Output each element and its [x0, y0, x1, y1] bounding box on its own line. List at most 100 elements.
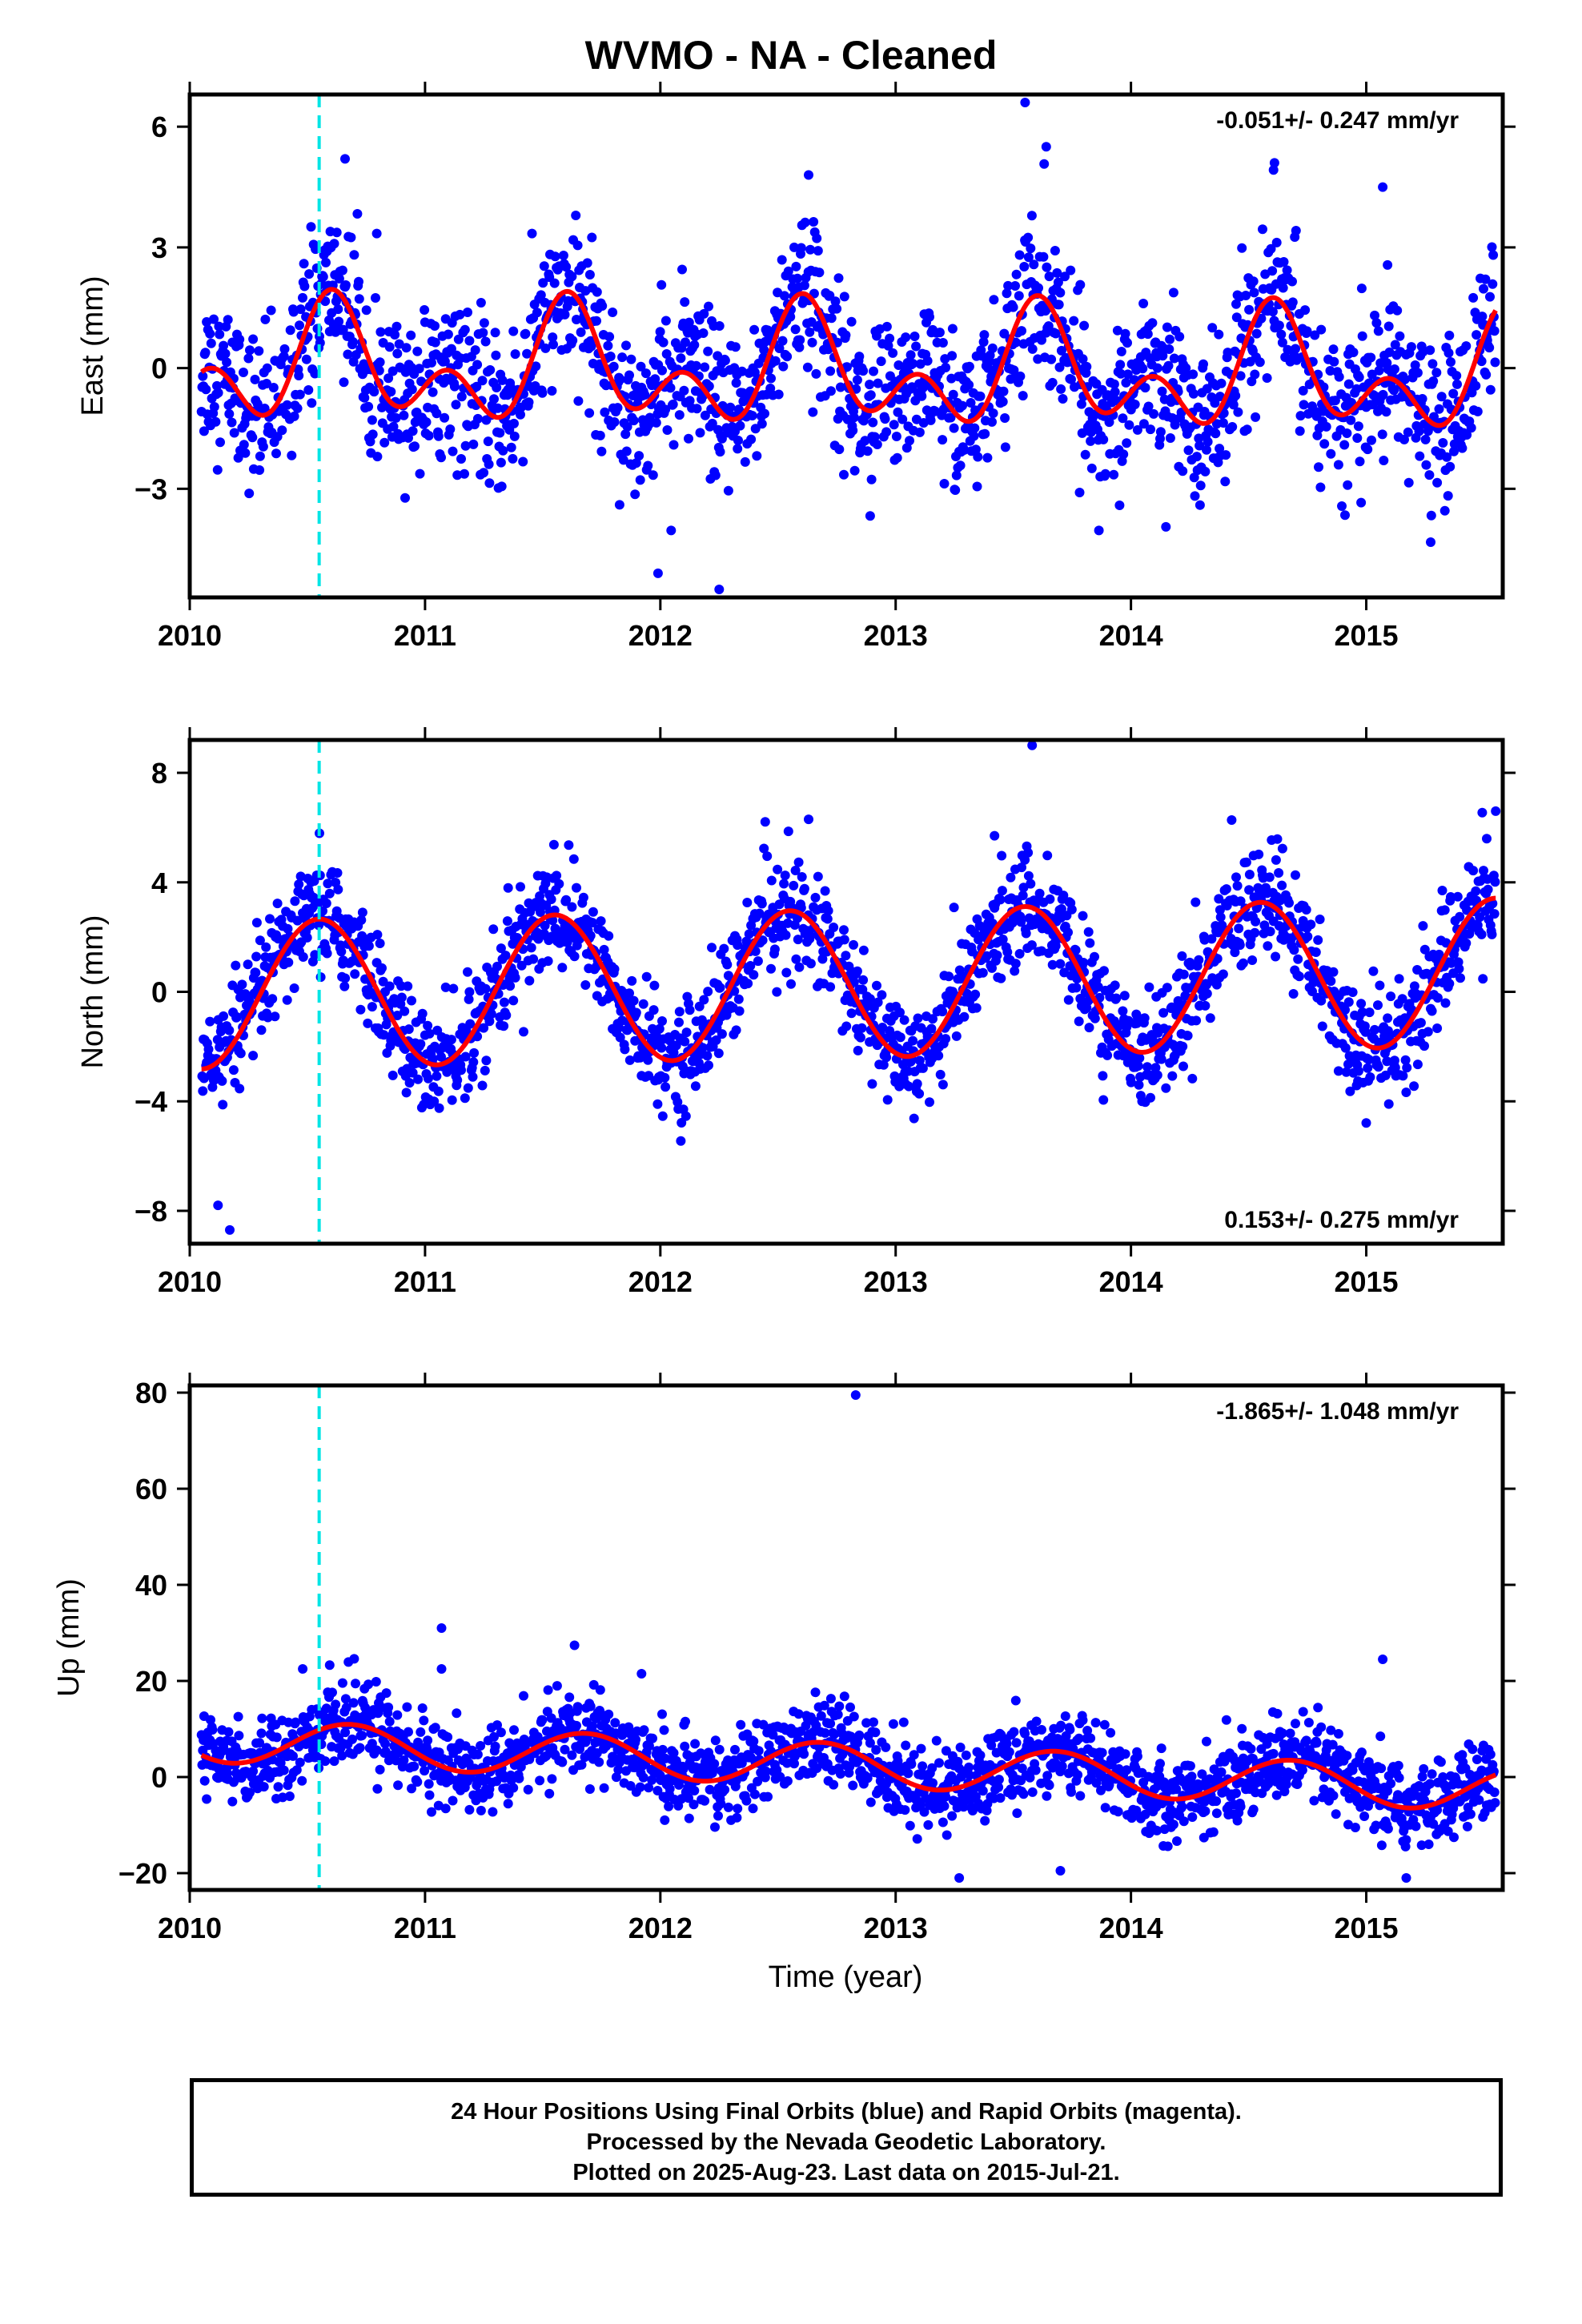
data-point — [1183, 445, 1194, 456]
data-point — [661, 349, 672, 359]
data-point — [1178, 1061, 1188, 1072]
data-point — [200, 348, 211, 358]
data-point — [320, 1756, 331, 1767]
data-point — [845, 1762, 855, 1771]
data-point — [704, 301, 713, 312]
data-point — [982, 452, 993, 463]
data-point — [1337, 501, 1347, 511]
data-point — [1178, 1041, 1188, 1051]
data-point — [749, 1736, 759, 1747]
data-point — [855, 1032, 865, 1043]
data-point — [1115, 360, 1126, 370]
data-point — [1178, 969, 1189, 979]
data-point — [1446, 357, 1456, 367]
data-point — [256, 1025, 267, 1035]
data-point — [643, 460, 653, 471]
data-point — [248, 334, 259, 344]
data-point — [914, 427, 925, 437]
data-point — [1074, 488, 1085, 497]
data-point — [635, 475, 645, 485]
data-point — [1455, 911, 1465, 922]
data-point — [1487, 929, 1497, 939]
data-point — [987, 343, 998, 353]
data-point — [1481, 369, 1492, 380]
data-point — [219, 1011, 229, 1021]
data-point — [1140, 383, 1150, 393]
data-point — [666, 525, 677, 536]
data-point — [849, 465, 860, 476]
data-point — [1083, 927, 1094, 937]
data-point — [669, 440, 679, 450]
data-point — [655, 327, 665, 337]
data-point — [858, 945, 869, 955]
data-point — [740, 456, 750, 467]
data-point — [433, 431, 444, 441]
data-point — [1468, 866, 1479, 876]
data-point — [484, 459, 494, 469]
data-point — [841, 1021, 852, 1031]
data-point — [704, 1060, 713, 1071]
data-point — [440, 1803, 451, 1814]
data-point — [690, 1739, 701, 1749]
data-point — [1026, 879, 1036, 889]
data-point — [1491, 806, 1501, 816]
data-point — [1122, 369, 1133, 380]
data-point — [1014, 291, 1024, 301]
data-point — [302, 932, 312, 943]
data-point — [503, 883, 513, 893]
data-point — [1353, 421, 1363, 432]
data-point — [244, 489, 255, 499]
data-point — [1010, 959, 1021, 969]
data-point — [1158, 1007, 1169, 1018]
data-point — [839, 469, 849, 480]
data-point — [805, 244, 816, 255]
data-point — [206, 1715, 215, 1725]
data-point — [256, 1728, 267, 1739]
data-point — [1023, 847, 1034, 858]
data-point — [657, 365, 667, 376]
data-point — [964, 1762, 974, 1772]
data-point — [1426, 510, 1436, 521]
data-point — [1347, 987, 1358, 997]
data-point — [1249, 287, 1259, 298]
x-tick-label: 2012 — [628, 1265, 693, 1298]
data-point — [279, 352, 289, 361]
data-point — [297, 1775, 307, 1786]
data-point — [1187, 1073, 1198, 1084]
data-point — [460, 1051, 471, 1062]
data-point — [506, 442, 516, 452]
data-point — [805, 327, 815, 337]
data-point — [336, 947, 347, 957]
data-point — [1401, 1088, 1411, 1097]
data-point — [772, 987, 782, 997]
data-point — [1298, 915, 1308, 926]
data-point — [1436, 392, 1447, 402]
data-point — [1277, 337, 1287, 348]
data-point — [480, 336, 491, 347]
data-point — [1078, 354, 1088, 364]
data-point — [753, 956, 763, 967]
data-point — [1207, 934, 1217, 944]
data-point — [271, 1732, 282, 1743]
data-point — [245, 345, 255, 356]
data-point — [793, 1709, 804, 1719]
data-point — [499, 1021, 509, 1031]
data-point — [1082, 361, 1092, 372]
data-point — [749, 970, 759, 980]
data-point — [375, 327, 386, 337]
data-point — [1100, 468, 1110, 479]
data-point — [1374, 365, 1384, 376]
data-point — [549, 278, 560, 288]
data-point — [869, 432, 880, 442]
data-point — [588, 918, 598, 928]
data-point — [518, 456, 528, 467]
data-point — [1045, 894, 1055, 904]
data-point — [472, 381, 482, 392]
data-point — [489, 1731, 499, 1742]
data-point — [585, 1701, 596, 1711]
data-point — [713, 351, 723, 361]
data-point — [661, 1082, 671, 1092]
data-point — [1085, 938, 1095, 948]
data-point — [340, 973, 351, 983]
data-point — [1114, 501, 1125, 510]
